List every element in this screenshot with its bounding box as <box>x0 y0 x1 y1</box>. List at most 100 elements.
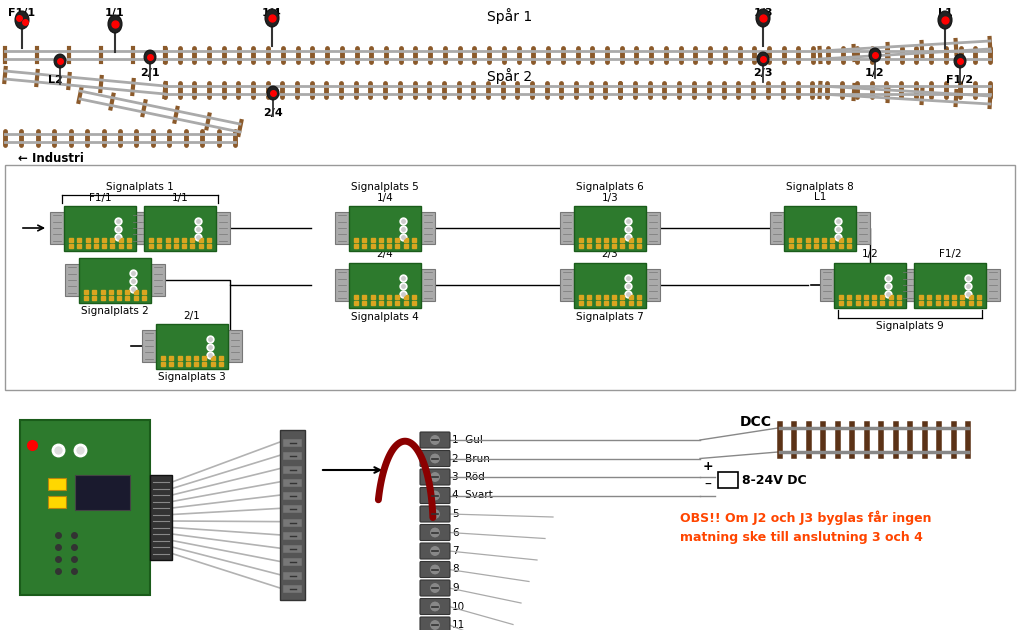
Circle shape <box>429 601 440 612</box>
Text: 1/3: 1/3 <box>602 193 618 202</box>
Bar <box>75 475 130 510</box>
Text: 2/1: 2/1 <box>183 311 201 321</box>
Bar <box>142 329 156 362</box>
Bar <box>50 212 63 244</box>
Ellipse shape <box>757 52 769 66</box>
Text: L1: L1 <box>938 8 952 18</box>
Bar <box>820 269 834 301</box>
Bar <box>79 258 151 302</box>
Text: 2/1: 2/1 <box>140 68 160 78</box>
Circle shape <box>429 435 440 445</box>
Ellipse shape <box>108 15 122 33</box>
FancyBboxPatch shape <box>420 506 450 522</box>
Text: 2/3: 2/3 <box>754 68 773 78</box>
Text: 1/2: 1/2 <box>865 68 885 78</box>
Bar <box>283 518 302 527</box>
Bar <box>48 478 66 490</box>
Bar <box>283 466 302 474</box>
Bar <box>560 212 574 244</box>
Text: 1  Gul: 1 Gul <box>452 435 483 445</box>
FancyBboxPatch shape <box>420 469 450 485</box>
Circle shape <box>429 471 440 483</box>
Circle shape <box>429 583 440 593</box>
Text: 3709: 3709 <box>29 490 42 525</box>
Bar <box>48 496 66 508</box>
Bar <box>63 205 136 251</box>
Text: 5: 5 <box>452 509 459 519</box>
Circle shape <box>429 490 440 501</box>
FancyBboxPatch shape <box>420 525 450 541</box>
Bar <box>151 264 165 296</box>
Text: L2: L2 <box>109 244 121 255</box>
Bar <box>856 212 870 244</box>
FancyBboxPatch shape <box>420 598 450 614</box>
Text: 2/4: 2/4 <box>263 108 283 118</box>
FancyBboxPatch shape <box>420 580 450 596</box>
Bar <box>283 558 302 566</box>
Ellipse shape <box>954 54 966 68</box>
FancyBboxPatch shape <box>420 617 450 630</box>
Bar <box>5 165 1015 390</box>
Bar <box>718 472 738 488</box>
Ellipse shape <box>265 9 279 27</box>
Text: 1/2: 1/2 <box>861 249 879 260</box>
FancyBboxPatch shape <box>420 543 450 559</box>
Circle shape <box>429 508 440 520</box>
Bar <box>228 329 242 362</box>
Bar <box>349 263 421 307</box>
Text: 3  Röd: 3 Röd <box>452 472 484 482</box>
Bar <box>784 205 856 251</box>
Bar <box>421 212 435 244</box>
Bar <box>349 205 421 251</box>
Text: 1/1: 1/1 <box>105 8 125 18</box>
Bar <box>283 505 302 513</box>
Text: 1/4: 1/4 <box>262 8 282 18</box>
Bar <box>574 205 646 251</box>
Text: 10: 10 <box>452 602 465 612</box>
Circle shape <box>429 527 440 538</box>
Bar <box>136 212 150 244</box>
Text: 1/3: 1/3 <box>754 8 773 18</box>
Bar <box>834 263 906 307</box>
Text: 4  Svart: 4 Svart <box>452 491 493 500</box>
Bar <box>283 585 302 593</box>
Bar <box>986 269 1000 301</box>
Ellipse shape <box>756 9 770 27</box>
Bar <box>283 479 302 487</box>
Bar <box>646 269 660 301</box>
Bar <box>130 212 144 244</box>
Ellipse shape <box>938 11 952 29</box>
Text: 8-24V DC: 8-24V DC <box>742 474 807 486</box>
Bar <box>65 264 79 296</box>
Bar <box>280 430 305 600</box>
Text: 2  Brun: 2 Brun <box>452 454 489 464</box>
Text: Signalplats 3: Signalplats 3 <box>158 372 226 382</box>
Bar <box>283 452 302 461</box>
Circle shape <box>429 546 440 556</box>
Text: Signalplats 7: Signalplats 7 <box>577 311 644 321</box>
Text: 2/3: 2/3 <box>602 249 618 260</box>
Bar <box>421 269 435 301</box>
Circle shape <box>429 453 440 464</box>
Bar <box>335 269 349 301</box>
Text: L2: L2 <box>48 75 62 85</box>
Text: F1/1: F1/1 <box>89 193 112 202</box>
FancyBboxPatch shape <box>420 561 450 578</box>
Bar <box>770 212 784 244</box>
Text: Signalplats 1: Signalplats 1 <box>106 182 174 192</box>
Circle shape <box>429 564 440 575</box>
Ellipse shape <box>54 54 66 68</box>
Text: Spår 2: Spår 2 <box>487 68 532 84</box>
Text: 6: 6 <box>452 527 459 537</box>
Text: OBS!! Om J2 och J3 byglas får ingen
matning ske till anslutning 3 och 4: OBS!! Om J2 och J3 byglas får ingen matn… <box>680 510 932 544</box>
Text: F1/2: F1/2 <box>946 75 974 85</box>
Bar <box>560 269 574 301</box>
Bar <box>144 205 216 251</box>
Bar <box>283 572 302 580</box>
Ellipse shape <box>869 48 881 62</box>
Text: Signalplats 4: Signalplats 4 <box>351 311 419 321</box>
Bar <box>335 212 349 244</box>
Bar <box>574 263 646 307</box>
Bar <box>283 532 302 540</box>
Text: Signalplats 2: Signalplats 2 <box>81 307 148 316</box>
